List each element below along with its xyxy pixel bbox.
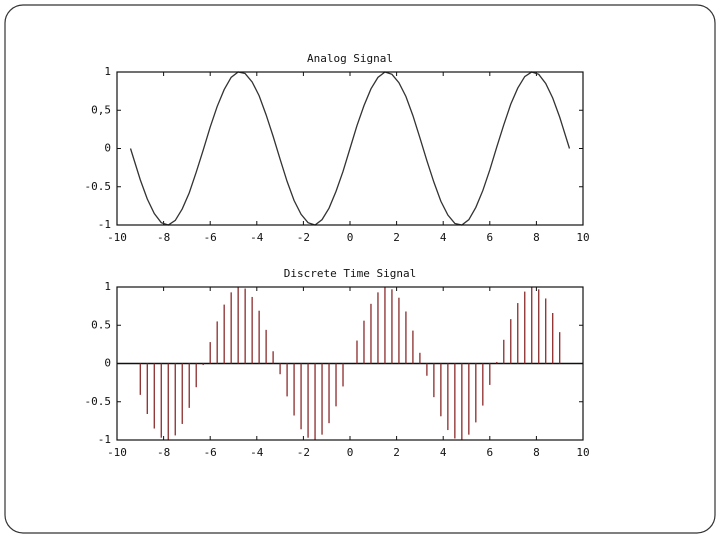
y-tick-label: -0.5 [85,180,112,193]
x-tick-label: 2 [393,231,400,244]
chart-title: Discrete Time Signal [284,267,416,280]
y-tick-label: -0.5 [85,395,112,408]
y-tick-label: 1 [104,65,111,78]
x-tick-label: -6 [204,446,217,459]
x-tick-label: 4 [440,231,447,244]
x-tick-label: -4 [250,231,264,244]
y-tick-label: -1 [98,433,111,446]
plot-frame [116,286,584,441]
x-tick-label: -10 [107,446,127,459]
x-tick-label: 0 [347,446,354,459]
y-tick-label: 0,5 [91,103,111,116]
x-tick-label: 0 [347,231,354,244]
signal-line [129,71,571,226]
x-tick-label: 6 [486,231,493,244]
x-tick-label: -4 [250,446,264,459]
x-tick-label: 8 [533,446,540,459]
y-tick-label: -1 [98,218,111,231]
x-tick-label: -8 [157,446,170,459]
x-tick-label: -8 [157,231,170,244]
x-tick-label: -2 [297,231,310,244]
x-tick-label: 10 [576,446,589,459]
x-tick-label: -6 [204,231,217,244]
x-tick-label: 10 [576,231,589,244]
chart-title: Analog Signal [307,52,393,65]
y-tick-label: 0.5 [91,318,111,331]
y-tick-label: 1 [104,280,111,293]
x-tick-label: 2 [393,446,400,459]
x-tick-label: 8 [533,231,540,244]
x-tick-label: 6 [486,446,493,459]
y-tick-label: 0 [104,142,111,155]
x-tick-label: -2 [297,446,310,459]
y-tick-label: 0 [104,357,111,370]
plot-frame [116,71,584,226]
x-tick-label: -10 [107,231,127,244]
x-tick-label: 4 [440,446,447,459]
